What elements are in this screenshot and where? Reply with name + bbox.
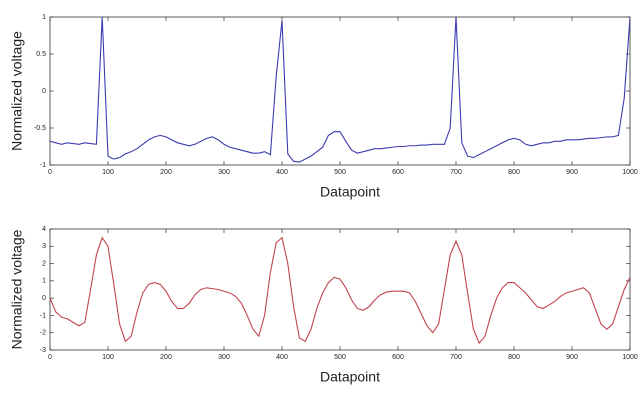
x-tick-label: 0 <box>48 354 52 361</box>
x-axis-label: Datapoint <box>320 184 380 200</box>
x-tick-label: 900 <box>566 354 578 361</box>
x-tick-label: 900 <box>566 169 578 176</box>
y-tick-label: 0.5 <box>36 51 46 58</box>
y-tick-label: -1 <box>40 162 46 169</box>
y-tick-label: -1 <box>40 312 46 319</box>
x-tick-label: 500 <box>334 169 346 176</box>
x-tick-label: 800 <box>508 169 520 176</box>
y-axis-label: Normalized voltage <box>9 31 25 151</box>
x-tick-label: 400 <box>276 354 288 361</box>
y-tick-label: 0 <box>42 295 46 302</box>
x-tick-label: 700 <box>450 169 462 176</box>
y-tick-label: 2 <box>42 260 46 267</box>
x-tick-label: 300 <box>218 354 230 361</box>
x-tick-label: 600 <box>392 354 404 361</box>
x-tick-label: 500 <box>334 354 346 361</box>
x-tick-label: 1000 <box>622 354 638 361</box>
x-tick-label: 100 <box>102 354 114 361</box>
x-tick-label: 1000 <box>622 169 638 176</box>
x-tick-label: 800 <box>508 354 520 361</box>
y-axis-label: Normalized voltage <box>9 229 25 349</box>
y-tick-label: -2 <box>40 330 46 337</box>
y-tick-label: 3 <box>42 243 46 250</box>
data-line <box>50 17 630 163</box>
data-line <box>50 236 630 345</box>
x-tick-label: 400 <box>276 169 288 176</box>
plot-area <box>49 228 631 351</box>
y-tick-label: -0.5 <box>34 125 46 132</box>
x-tick-label: 300 <box>218 169 230 176</box>
x-tick-label: 100 <box>102 169 114 176</box>
x-tick-label: 600 <box>392 169 404 176</box>
y-tick-label: 1 <box>42 14 46 21</box>
y-tick-label: -3 <box>40 347 46 354</box>
y-tick-label: 4 <box>42 226 46 233</box>
x-axis-label: Datapoint <box>320 369 380 385</box>
y-tick-label: 0 <box>42 88 46 95</box>
x-tick-label: 200 <box>160 354 172 361</box>
x-tick-label: 200 <box>160 169 172 176</box>
x-tick-label: 700 <box>450 354 462 361</box>
y-tick-label: 1 <box>42 278 46 285</box>
x-tick-label: 0 <box>48 169 52 176</box>
plot-area <box>49 16 631 166</box>
